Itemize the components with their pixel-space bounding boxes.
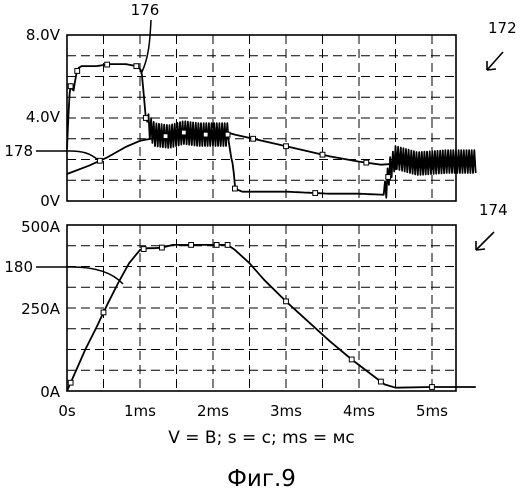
curve-176-marker: [313, 191, 318, 196]
curve-176-marker: [386, 175, 391, 180]
curve-180-marker: [379, 379, 384, 384]
y-tick-label: 0A: [40, 383, 61, 401]
ref-178-label: 178: [4, 142, 33, 160]
curve-178-marker: [320, 152, 325, 157]
ref-174-label: 174: [479, 201, 508, 219]
curve-180-marker: [141, 247, 146, 252]
voltage-plot: 8.0V 4.0V 0V: [26, 26, 476, 210]
curve-180-marker: [349, 357, 354, 362]
curve-180-marker: [284, 299, 289, 304]
figure-caption: Фиг.9: [0, 466, 523, 492]
curve-178-marker: [364, 160, 369, 165]
curve-178-marker: [251, 136, 256, 141]
curve-180-marker: [101, 310, 106, 315]
y-tick-label: 8.0V: [26, 26, 61, 44]
curve-180-marker: [225, 243, 230, 248]
curve-178-marker: [97, 158, 102, 163]
y-tick-label: 4.0V: [26, 108, 61, 126]
x-tick-label: 0s: [58, 402, 76, 420]
curve-178-marker: [284, 144, 289, 149]
ref-174-arrow: [476, 232, 494, 250]
y-tick-label: 250A: [21, 300, 61, 318]
curve-176-marker: [225, 132, 230, 137]
voltage-plot-series: [67, 62, 476, 198]
curve-180-marker: [160, 245, 165, 250]
curve-176-marker: [181, 130, 186, 135]
ref-172-label: 172: [488, 19, 517, 37]
ref-180-label: 180: [4, 258, 33, 276]
curve-176-line: [67, 64, 476, 198]
ref-176-leader: [141, 20, 151, 74]
unit-legend-note: V = B; s = c; ms = мс: [0, 428, 523, 448]
curve-176-marker: [143, 116, 148, 121]
curve-180-marker: [189, 243, 194, 248]
curve-176-marker: [105, 62, 110, 67]
ref-176-label: 176: [131, 1, 160, 19]
curve-180-marker: [430, 385, 435, 390]
x-tick-label: 1ms: [124, 402, 156, 420]
current-plot-series: [67, 243, 476, 391]
curve-176-marker: [68, 84, 73, 89]
curve-176-marker: [75, 69, 80, 74]
y-tick-label: 0V: [40, 192, 61, 210]
voltage-plot-grid: [67, 35, 456, 201]
x-tick-label: 5ms: [416, 402, 448, 420]
x-tick-label: 3ms: [270, 402, 302, 420]
curve-180-marker: [214, 243, 219, 248]
curve-176-marker: [163, 134, 168, 139]
ref-172-arrow: [487, 52, 503, 70]
curve-176-marker: [203, 132, 208, 137]
x-tick-label: 4ms: [343, 402, 375, 420]
curve-176-marker: [233, 186, 238, 191]
current-plot: 500A 250A 0A 0s 1ms 2ms 3ms 4ms 5ms: [21, 218, 476, 420]
x-tick-label: 2ms: [197, 402, 229, 420]
current-plot-grid: [67, 225, 456, 391]
curve-180-marker: [68, 380, 73, 385]
ref-180-leader: [36, 267, 123, 284]
curve-176-marker: [134, 64, 139, 69]
y-tick-label: 500A: [21, 218, 61, 236]
